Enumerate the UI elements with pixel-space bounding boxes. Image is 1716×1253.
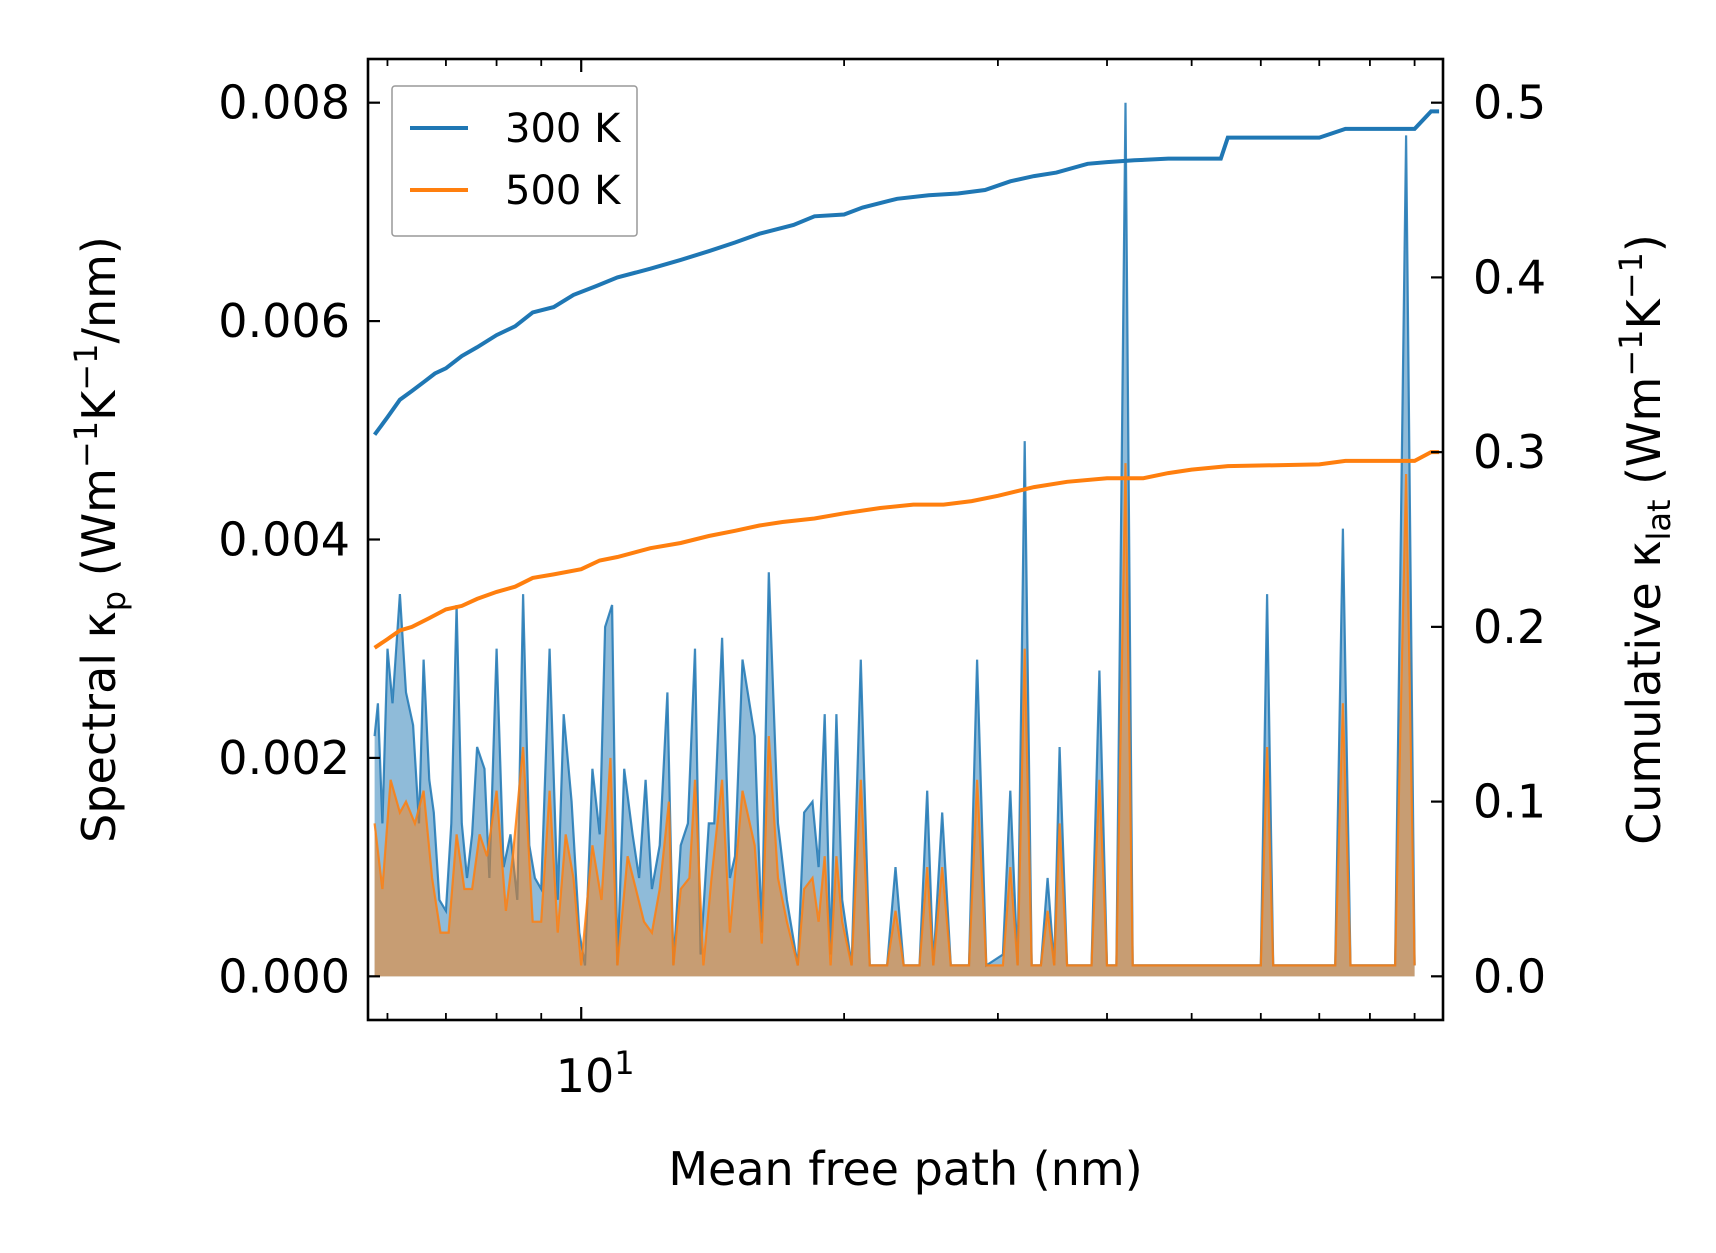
x-axis-label: Mean free path (nm) [668,1142,1142,1196]
legend-box [391,85,638,237]
y-left-tick-label-0.002: 0.002 [218,731,350,785]
plot-area [372,102,1440,977]
y-right-tick-label-0.0: 0.0 [1473,949,1546,1003]
y-right-axis-label: Cumulative κlat (Wm−1K−1) [1612,234,1678,845]
y-right-tick-label-0.1: 0.1 [1473,775,1546,829]
y-left-tick-label-0.004: 0.004 [218,513,350,567]
legend-label-300k: 300 K [505,106,622,152]
y-left-tick-label-0.006: 0.006 [218,294,350,348]
y-right-tick-label-0.4: 0.4 [1473,250,1546,304]
spectral-line-500k [373,463,1416,967]
y-left-tick-label-0.000: 0.000 [218,949,350,1003]
spectral-area-500k [374,463,1415,977]
y-right-tick-label-0.3: 0.3 [1473,425,1546,479]
axis-ticks: 0.000 0.002 0.004 0.006 0.008 0.0 0.1 0.2 0.3 0.4… [218,59,1546,1020]
cumulative-line-300k [372,109,1440,436]
y-left-tick-label-0.008: 0.008 [218,76,350,130]
x-tick-label-10: 101 [556,1044,635,1103]
legend-label-500k: 500 K [505,168,622,214]
spectral-line-300k [373,102,1416,968]
cumulative-line-500k [373,450,1440,650]
y-right-tick-label-0.2: 0.2 [1473,600,1546,654]
legend: 300 K 500 K [391,85,638,237]
y-left-axis-label: Spectral κp (Wm−1K−1/nm) [67,236,133,843]
y-right-tick-label-0.5: 0.5 [1473,76,1546,130]
